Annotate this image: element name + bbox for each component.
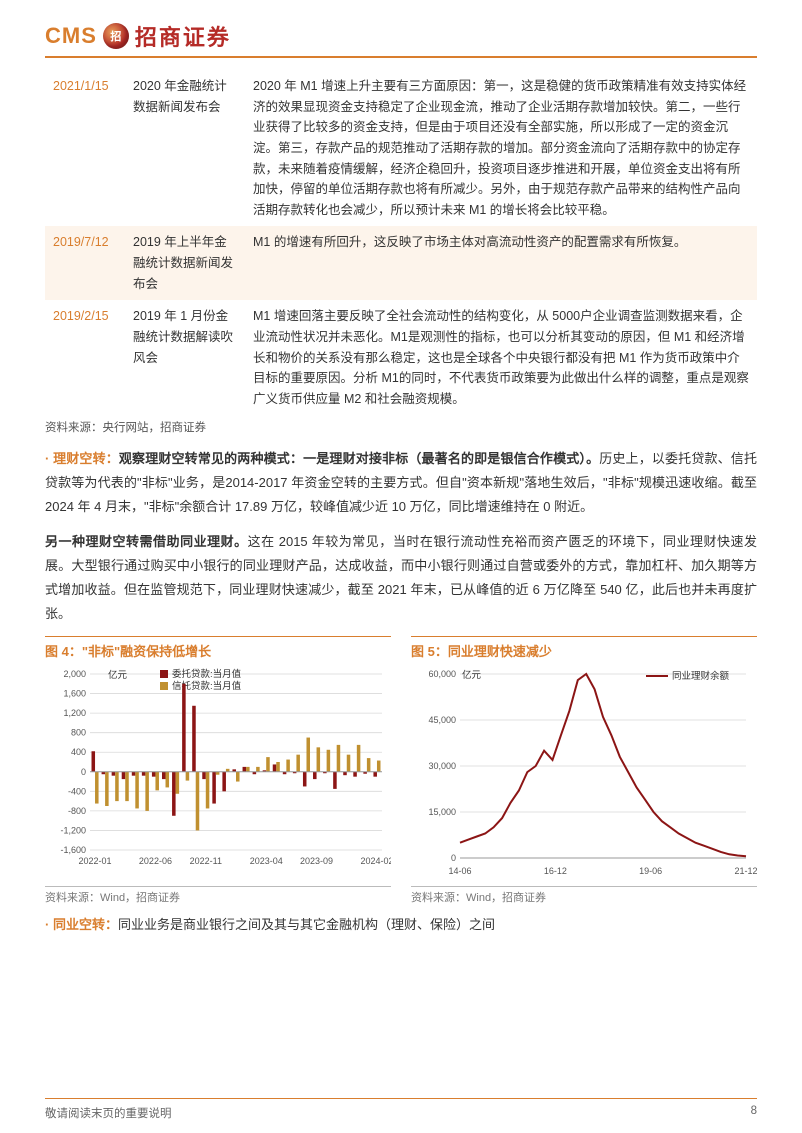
svg-text:800: 800: [71, 727, 86, 737]
page-number: 8: [751, 1105, 757, 1121]
table-date-cell: 2021/1/15: [45, 70, 125, 226]
svg-text:21-12: 21-12: [734, 866, 757, 876]
chart4-column: 图 4："非标"融资保持低增长 -1,600 -1,200 -800 -400 0 400…: [45, 636, 391, 905]
svg-text:委托贷款:当月值: 委托贷款:当月值: [172, 668, 242, 680]
table-body-cell: M1 增速回落主要反映了全社会流动性的结构变化，从 5000户企业调查监测数据来…: [245, 300, 757, 415]
chart5-source: 资料来源：Wind，招商证券: [411, 886, 757, 905]
svg-text:0: 0: [451, 853, 456, 863]
svg-text:同业理财余额: 同业理财余额: [672, 670, 730, 682]
svg-text:2023-09: 2023-09: [300, 856, 333, 866]
svg-text:亿元: 亿元: [108, 669, 128, 681]
table-title-cell: 2020 年金融统计数据新闻发布会: [125, 70, 245, 226]
footer-disclaimer: 敬请阅读末页的重要说明: [45, 1105, 172, 1121]
svg-text:2024-02: 2024-02: [360, 856, 391, 866]
table-row: 2019/2/152019 年 1 月份金融统计数据解读吹风会M1 增速回落主要…: [45, 300, 757, 415]
svg-text:16-12: 16-12: [544, 866, 567, 876]
svg-text:2023-04: 2023-04: [250, 856, 283, 866]
para1-bold: 观察理财空转常见的两种模式：一是理财对接非标（最著名的即是银信合作模式）。: [119, 451, 599, 466]
chart4-plot: -1,600 -1,200 -800 -400 0 400 800 1,200 1,600 2,0…: [45, 664, 391, 884]
bullet-lead-1: · 理财空转：: [45, 451, 119, 466]
table-title-cell: 2019 年上半年金融统计数据新闻发布会: [125, 226, 245, 300]
svg-text:1,200: 1,200: [63, 708, 86, 718]
svg-text:-800: -800: [68, 806, 86, 816]
svg-text:2022-06: 2022-06: [139, 856, 172, 866]
header-cn-text: 招商证券: [135, 20, 231, 52]
svg-text:14-06: 14-06: [448, 866, 471, 876]
paragraph-licaikongzhuan: · 理财空转：观察理财空转常见的两种模式：一是理财对接非标（最著名的即是银信合作…: [45, 447, 757, 519]
table-date-cell: 2019/2/15: [45, 300, 125, 415]
table-title-cell: 2019 年 1 月份金融统计数据解读吹风会: [125, 300, 245, 415]
table-source: 资料来源：央行网站，招商证券: [45, 419, 757, 435]
svg-text:60,000: 60,000: [428, 669, 456, 679]
svg-text:15,000: 15,000: [428, 807, 456, 817]
charts-row: 图 4："非标"融资保持低增长 -1,600 -1,200 -800 -400 0 400…: [45, 636, 757, 905]
svg-text:亿元: 亿元: [462, 669, 482, 681]
svg-text:19-06: 19-06: [639, 866, 662, 876]
para2-bold: 另一种理财空转需借助同业理财。: [45, 534, 248, 549]
chart5-title: 图 5：同业理财快速减少: [411, 636, 757, 660]
page-footer: 敬请阅读末页的重要说明 8: [45, 1098, 757, 1121]
policy-statements-table: 2021/1/152020 年金融统计数据新闻发布会2020 年 M1 增速上升…: [45, 70, 757, 415]
para3-rest: 同业业务是商业银行之间及其与其它金融机构（理财、保险）之间: [118, 917, 495, 932]
svg-text:2022-01: 2022-01: [79, 856, 112, 866]
chart5-plot: 0 15,000 30,000 45,000 60,000 亿元 同业理财余额 14-06 16…: [411, 664, 757, 884]
paragraph-tongye-licai: 另一种理财空转需借助同业理财。这在 2015 年较为常见，当时在银行流动性充裕而…: [45, 530, 757, 626]
chart4-source: 资料来源：Wind，招商证券: [45, 886, 391, 905]
bullet-lead-2: · 同业空转：: [45, 917, 118, 932]
table-body-cell: M1 的增速有所回升，这反映了市场主体对高流动性资产的配置需求有所恢复。: [245, 226, 757, 300]
svg-text:1,600: 1,600: [63, 688, 86, 698]
svg-text:-1,600: -1,600: [60, 845, 86, 855]
svg-text:-400: -400: [68, 786, 86, 796]
svg-text:45,000: 45,000: [428, 715, 456, 725]
table-body-cell: 2020 年 M1 增速上升主要有三方面原因：第一，这是稳健的货币政策精准有效支…: [245, 70, 757, 226]
table-row: 2021/1/152020 年金融统计数据新闻发布会2020 年 M1 增速上升…: [45, 70, 757, 226]
report-header: CMS 招 招商证券: [45, 20, 757, 58]
logo-icon: 招: [103, 23, 129, 49]
table-row: 2019/7/122019 年上半年金融统计数据新闻发布会M1 的增速有所回升，…: [45, 226, 757, 300]
svg-text:400: 400: [71, 747, 86, 757]
svg-text:30,000: 30,000: [428, 761, 456, 771]
paragraph-tongyekongzhuan: · 同业空转：同业业务是商业银行之间及其与其它金融机构（理财、保险）之间: [45, 913, 757, 937]
chart4-title: 图 4："非标"融资保持低增长: [45, 636, 391, 660]
svg-text:-1,200: -1,200: [60, 825, 86, 835]
svg-text:2,000: 2,000: [63, 669, 86, 679]
chart5-column: 图 5：同业理财快速减少 0 15,000 30,000 45,000 60,000 亿元…: [411, 636, 757, 905]
svg-text:2022-11: 2022-11: [190, 856, 222, 866]
header-cms-text: CMS: [45, 23, 97, 49]
table-date-cell: 2019/7/12: [45, 226, 125, 300]
svg-text:0: 0: [81, 766, 86, 776]
